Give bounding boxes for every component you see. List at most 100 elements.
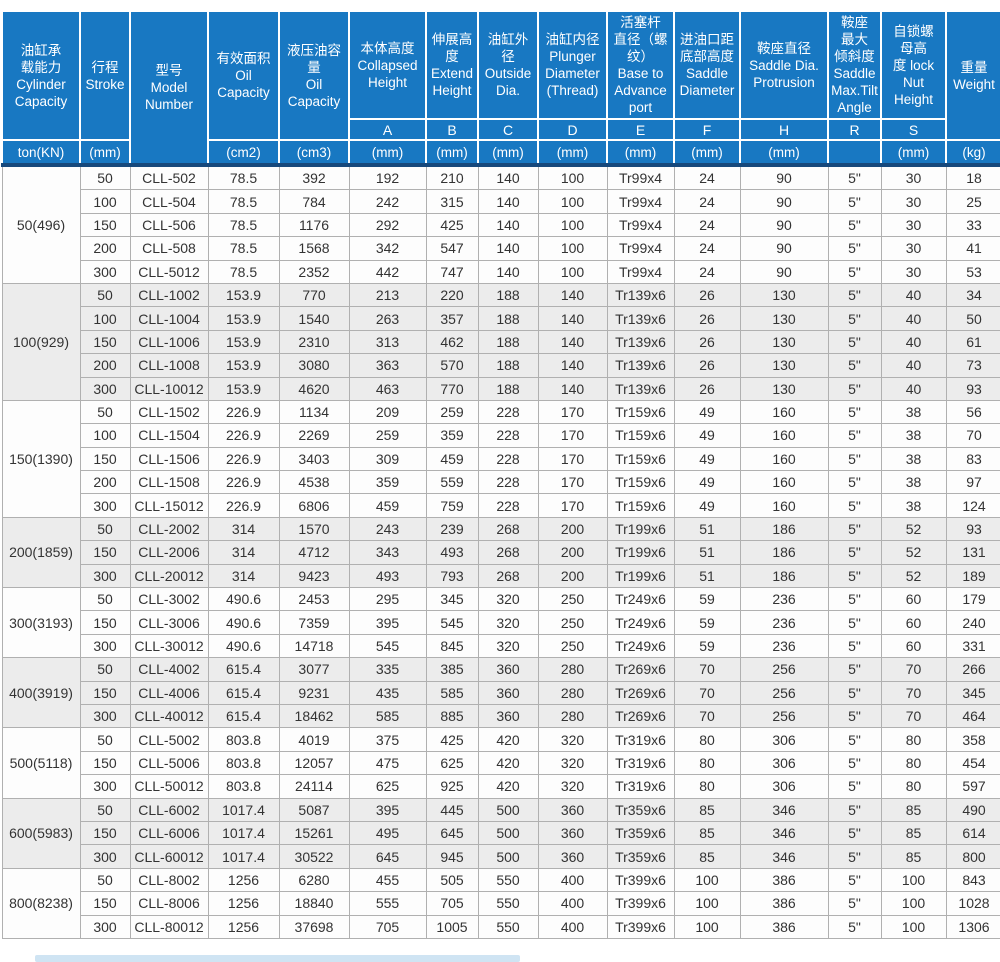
cell-stroke: 300: [79, 774, 131, 799]
col-unit-protrusion: (mm): [739, 139, 829, 167]
cell-nut-height: 40: [880, 282, 947, 308]
cell-collapsed: 363: [348, 353, 427, 378]
col-unit-tilt: [827, 139, 882, 167]
spec-row: 100 CLL-504 78.5 784 242 315 140 100 Tr99x4 24 90 5…: [2, 189, 1000, 214]
cell-tilt: 5": [827, 164, 882, 191]
cell-collapsed: 375: [348, 727, 427, 752]
cell-tilt: 5": [827, 750, 882, 776]
capacity-cell: 800(8238): [1, 867, 81, 939]
col-header-protrusion: 鞍座直径 Saddle Dia. Protrusion: [739, 10, 829, 120]
cell-stroke: 50: [79, 587, 131, 612]
cell-weight: 93: [945, 376, 1000, 401]
cell-collapsed: 395: [348, 610, 427, 635]
cell-tilt: 5": [827, 236, 882, 261]
cell-saddle-diameter: 24: [673, 259, 741, 284]
cell-extend: 705: [425, 891, 479, 916]
cell-oil: 3403: [278, 446, 350, 472]
cell-tilt: 5": [827, 610, 882, 635]
cell-model: CLL-1006: [129, 329, 209, 355]
spec-row: 300 CLL-10012 153.9 4620 463 770 188 140 Tr139x6…: [2, 376, 1000, 401]
cell-saddle-diameter: 49: [673, 446, 741, 472]
cell-extend: 239: [425, 516, 479, 542]
cell-extend: 259: [425, 399, 479, 425]
cell-plunger: 200: [537, 516, 608, 542]
cell-protrusion: 90: [739, 164, 829, 191]
cell-stroke: 150: [79, 820, 131, 846]
cell-stroke: 300: [79, 376, 131, 401]
cell-tilt: 5": [827, 820, 882, 846]
cell-extend: 547: [425, 236, 479, 261]
cell-collapsed: 313: [348, 329, 427, 355]
cell-weight: 464: [945, 703, 1000, 729]
col-unit-capacity: ton(KN): [1, 139, 81, 167]
cell-nut-height: 40: [880, 306, 947, 331]
header-unit-row: ton(KN) (mm) (cm2) (cm3) (mm) (mm) (mm) (mm) (mm…: [1, 139, 1000, 167]
header-main-row: 油缸承 载能力 Cylinder Capacity 行程 Stroke 型号 Mod…: [1, 10, 1000, 167]
cell-weight: 33: [945, 212, 1000, 238]
spec-row: 150 CLL-4006 615.4 9231 435 585 360 280 Tr269x6 7…: [2, 680, 1000, 705]
cell-oil: 6280: [278, 867, 350, 893]
cell-nut-height: 40: [880, 353, 947, 378]
cell-saddle-diameter: 24: [673, 236, 741, 261]
cell-weight: 50: [945, 306, 1000, 331]
cell-stroke: 50: [79, 164, 131, 191]
cell-saddle-diameter: 85: [673, 797, 741, 822]
cell-tilt: 5": [827, 516, 882, 542]
cell-model: CLL-6002: [129, 797, 209, 822]
cell-nut-height: 38: [880, 493, 947, 518]
cell-extend: 445: [425, 797, 479, 822]
cell-plunger: 200: [537, 563, 608, 589]
cell-plunger: 320: [537, 774, 608, 799]
cell-extend: 585: [425, 680, 479, 705]
cell-protrusion: 160: [739, 493, 829, 518]
cell-model: CLL-506: [129, 212, 209, 238]
cell-stroke: 150: [79, 891, 131, 916]
cell-outside: 320: [477, 633, 539, 659]
cell-nut-height: 38: [880, 399, 947, 425]
cell-nut-height: 85: [880, 797, 947, 822]
cell-base-port: Tr249x6: [606, 633, 675, 659]
cell-oil: 2269: [278, 423, 350, 448]
cell-collapsed: 455: [348, 867, 427, 893]
cell-saddle-diameter: 26: [673, 353, 741, 378]
cell-model: CLL-20012: [129, 563, 209, 589]
cell-oil: 392: [278, 164, 350, 191]
cell-outside: 360: [477, 657, 539, 682]
cell-base-port: Tr269x6: [606, 680, 675, 705]
cell-extend: 885: [425, 703, 479, 729]
cell-weight: 41: [945, 236, 1000, 261]
cell-saddle-diameter: 26: [673, 329, 741, 355]
cell-stroke: 50: [79, 282, 131, 308]
cell-collapsed: 259: [348, 423, 427, 448]
col-unit-oil: (cm3): [278, 139, 350, 167]
table-body: 50(496) 50 CLL-502 78.5 392 192 210 140 100 Tr99x…: [1, 164, 1000, 939]
cell-stroke: 50: [79, 797, 131, 822]
cell-base-port: Tr139x6: [606, 376, 675, 401]
cell-protrusion: 130: [739, 376, 829, 401]
cell-tilt: 5": [827, 891, 882, 916]
cell-stroke: 150: [79, 329, 131, 355]
cell-model: CLL-1506: [129, 446, 209, 472]
cell-oil: 37698: [278, 914, 350, 939]
cell-weight: 131: [945, 540, 1000, 565]
col-unit-collapsed: (mm): [348, 139, 427, 167]
cell-area: 615.4: [207, 680, 280, 705]
cell-extend: 315: [425, 189, 479, 214]
cell-collapsed: 359: [348, 470, 427, 495]
cell-collapsed: 495: [348, 820, 427, 846]
cell-base-port: Tr249x6: [606, 610, 675, 635]
cell-stroke: 300: [79, 259, 131, 284]
cell-saddle-diameter: 80: [673, 750, 741, 776]
cell-stroke: 300: [79, 493, 131, 518]
cell-stroke: 150: [79, 446, 131, 472]
cell-extend: 210: [425, 164, 479, 191]
cell-weight: 358: [945, 727, 1000, 752]
cell-outside: 228: [477, 493, 539, 518]
cell-saddle-diameter: 100: [673, 867, 741, 893]
col-header-outside: 油缸外 径 Outside Dia.: [477, 10, 539, 120]
spec-row: 300(3193) 50 CLL-3002 490.6 2453 295 345 320 250…: [1, 587, 1000, 659]
cell-outside: 140: [477, 259, 539, 284]
cell-outside: 228: [477, 446, 539, 472]
cell-oil: 3077: [278, 657, 350, 682]
cell-area: 226.9: [207, 446, 280, 472]
